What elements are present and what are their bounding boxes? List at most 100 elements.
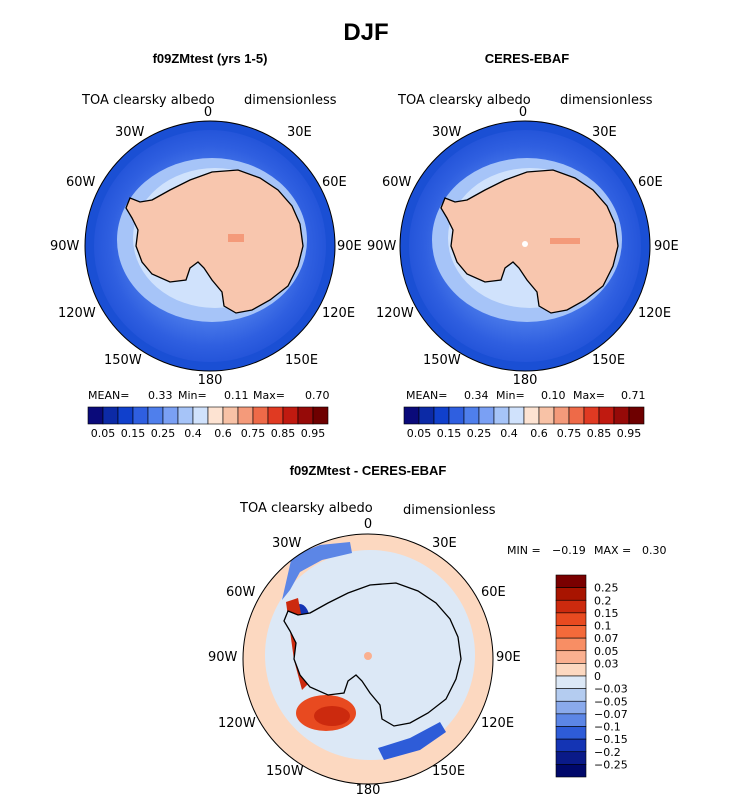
colorbar-swatch	[282, 406, 299, 425]
mean-value: 0.33	[148, 389, 173, 402]
min-label: Min=	[496, 389, 525, 402]
min-value: −0.19	[552, 544, 586, 557]
colorbar-tick-label: 0.05	[594, 645, 619, 658]
colorbar-swatch	[132, 406, 149, 425]
min-label: Min=	[178, 389, 207, 402]
colorbar-swatch	[463, 406, 480, 425]
colorbar-model	[87, 406, 329, 425]
colorbar-swatch	[207, 406, 224, 425]
colorbar-model-labels: 0.05 0.15 0.25 0.4 0.6 0.75 0.85 0.95	[91, 427, 326, 440]
min-label: MIN =	[507, 544, 541, 557]
lon-label: 0	[519, 105, 527, 120]
panel-obs-units-label: dimensionless	[560, 93, 653, 108]
stats-obs: MEAN= 0.34 Min= 0.10 Max= 0.71	[406, 389, 646, 402]
colorbar-swatch	[267, 406, 284, 425]
colorbar-swatch	[555, 738, 587, 753]
lon-label: 90W	[367, 239, 397, 254]
colorbar-tick-label: 0.03	[594, 657, 619, 670]
colorbar-diff-labels: 0.250.20.150.10.070.050.030−0.03−0.05−0.…	[594, 582, 628, 772]
colorbar-swatch	[613, 406, 630, 425]
colorbar-swatch	[555, 713, 587, 727]
lon-label: 30W	[432, 125, 462, 140]
colorbar-swatch	[222, 406, 239, 425]
colorbar-tick-label: 0	[594, 670, 601, 683]
min-value: 0.11	[224, 389, 249, 402]
colorbar-swatch	[583, 406, 600, 425]
lon-label: 0	[364, 517, 372, 532]
colorbar-swatch	[553, 406, 570, 425]
lon-label: 60W	[66, 175, 96, 190]
pole-marker	[364, 652, 372, 660]
colorbar-swatch	[555, 650, 587, 664]
colorbar-swatch	[568, 406, 585, 425]
colorbar-tick-label: 0.25	[467, 427, 492, 440]
stats-model: MEAN= 0.33 Min= 0.11 Max= 0.70	[88, 389, 330, 402]
lon-label: 150E	[592, 353, 625, 368]
colorbar-swatch	[555, 612, 587, 626]
polar-map-model	[85, 121, 335, 371]
colorbar-swatch	[117, 406, 134, 425]
colorbar-tick-label: 0.07	[594, 632, 619, 645]
colorbar-tick-label: 0.05	[407, 427, 432, 440]
colorbar-tick-label: 0.25	[151, 427, 176, 440]
colorbar-swatch	[555, 599, 587, 614]
colorbar-swatch	[628, 406, 645, 425]
lon-label: 90E	[496, 650, 521, 665]
colorbar-tick-label: 0.6	[214, 427, 232, 440]
lon-label: 90E	[654, 239, 679, 254]
colorbar-swatch	[555, 751, 587, 765]
colorbar-swatch	[555, 663, 587, 677]
colorbar-diff	[555, 574, 587, 778]
antarctica-land	[125, 169, 304, 314]
lon-label: 60W	[226, 585, 256, 600]
colorbar-swatch	[478, 406, 495, 425]
colorbar-swatch	[297, 406, 314, 425]
polar-map-diff	[243, 534, 493, 784]
positive-patch-sw-core	[314, 706, 350, 726]
panel-obs: CERES-EBAF TOA clearsky albedo dimension…	[367, 51, 679, 440]
colorbar-tick-label: 0.4	[500, 427, 518, 440]
colorbar-swatch	[555, 574, 587, 588]
colorbar-tick-label: −0.03	[594, 683, 628, 696]
lon-label: 120W	[376, 306, 414, 321]
colorbar-tick-label: 0.75	[241, 427, 266, 440]
colorbar-swatch	[493, 406, 510, 425]
panel-model-title: f09ZMtest (yrs 1-5)	[153, 51, 268, 66]
lon-label: 150W	[104, 353, 142, 368]
colorbar-obs	[403, 406, 645, 425]
lon-label: 150W	[266, 764, 304, 779]
colorbar-swatch	[555, 675, 587, 689]
lon-label: 120W	[58, 306, 96, 321]
colorbar-swatch	[312, 406, 329, 425]
panel-diff-variable-label: TOA clearsky albedo	[239, 501, 373, 516]
colorbar-swatch	[433, 406, 450, 425]
colorbar-swatch	[162, 406, 179, 425]
colorbar-tick-label: 0.4	[184, 427, 202, 440]
lon-label: 180	[198, 373, 223, 388]
panel-diff: f09ZMtest - CERES-EBAF TOA clearsky albe…	[208, 463, 667, 798]
lon-label: 60E	[322, 175, 347, 190]
colorbar-swatch	[448, 406, 465, 425]
lon-label: 60E	[638, 175, 663, 190]
lon-label: 60E	[481, 585, 506, 600]
colorbar-tick-label: −0.1	[594, 721, 621, 734]
lon-label: 180	[513, 373, 538, 388]
plateau-patch	[550, 238, 580, 244]
colorbar-swatch	[87, 406, 104, 425]
max-value: 0.30	[642, 544, 667, 557]
panel-diff-units-label: dimensionless	[403, 503, 496, 518]
lon-label: 90W	[208, 650, 238, 665]
colorbar-tick-label: 0.25	[594, 582, 619, 595]
colorbar-swatch	[555, 587, 587, 601]
colorbar-swatch	[192, 406, 209, 425]
lon-label: 30E	[592, 125, 617, 140]
colorbar-swatch	[508, 406, 525, 425]
colorbar-swatch	[237, 406, 254, 425]
panel-model-units-label: dimensionless	[244, 93, 337, 108]
figure-title: DJF	[343, 19, 388, 46]
lon-label: 150E	[432, 764, 465, 779]
mean-value: 0.34	[464, 389, 489, 402]
lon-labels-diff: 0 30E 60E 90E 120E 150E 180 150W 120W 90…	[208, 517, 521, 798]
min-value: 0.10	[541, 389, 566, 402]
negative-band-west	[282, 542, 352, 600]
